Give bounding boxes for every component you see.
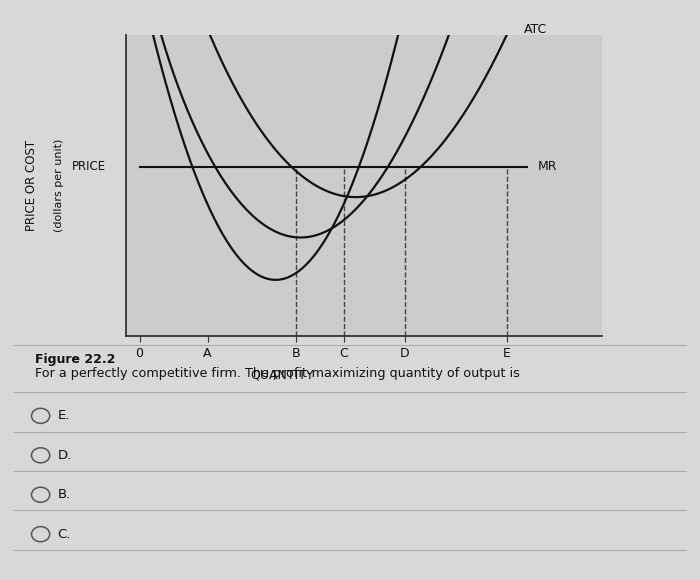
Text: QUANTITY: QUANTITY — [251, 368, 314, 382]
Text: D.: D. — [57, 449, 71, 462]
Text: PRICE OR COST: PRICE OR COST — [25, 140, 38, 231]
Text: ATC: ATC — [524, 23, 547, 35]
Text: Figure 22.2: Figure 22.2 — [35, 353, 116, 365]
Text: PRICE: PRICE — [71, 160, 106, 173]
Text: B.: B. — [57, 488, 71, 501]
Text: C.: C. — [57, 528, 71, 541]
Text: For a perfectly competitive firm. The profit-maximizing quantity of output is: For a perfectly competitive firm. The pr… — [35, 367, 520, 379]
Text: (dollars per unit): (dollars per unit) — [55, 139, 64, 232]
Text: E.: E. — [57, 409, 70, 422]
Text: MR: MR — [538, 160, 557, 173]
